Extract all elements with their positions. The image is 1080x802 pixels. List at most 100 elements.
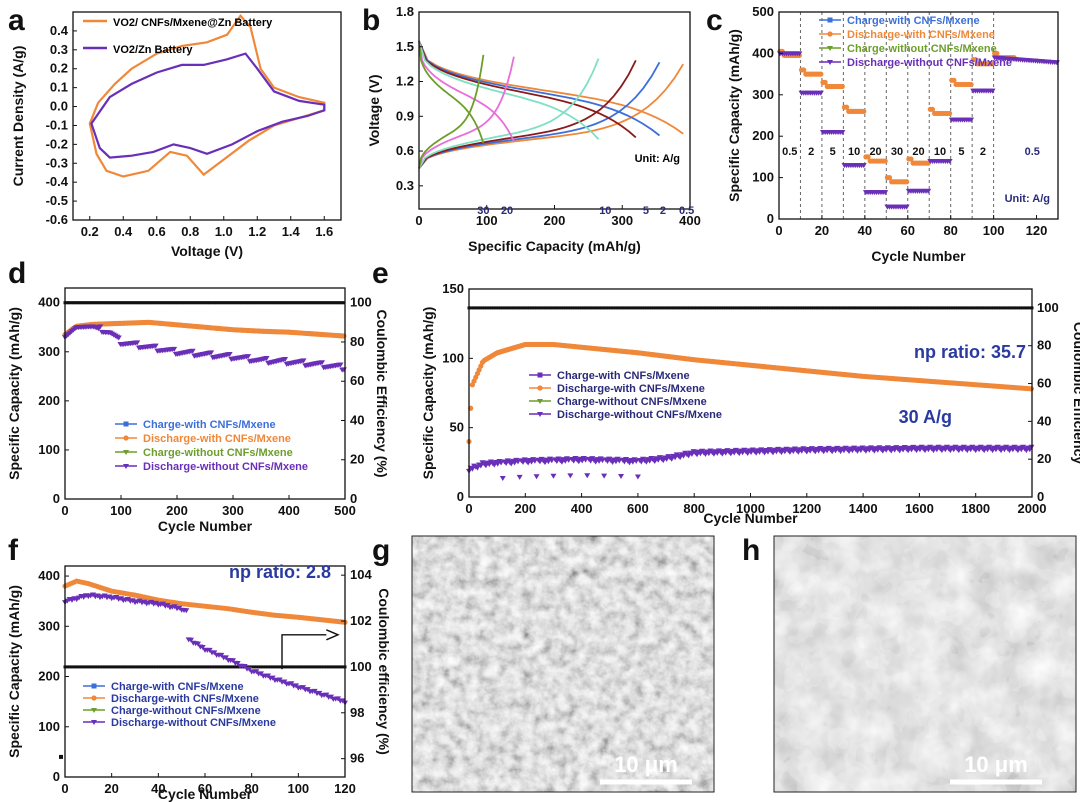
ce-point <box>584 306 588 310</box>
legend-marker <box>123 450 129 455</box>
x-axis-label: Cycle Number <box>158 786 253 802</box>
y-tick-label: 100 <box>752 170 774 185</box>
ce-point <box>832 306 836 310</box>
ce-point <box>879 306 883 310</box>
ce-point <box>609 306 613 310</box>
ce-point <box>238 301 242 305</box>
y-tick-label: -0.2 <box>46 136 68 151</box>
ce-point <box>850 306 854 310</box>
point-without <box>206 647 213 653</box>
charge-curve-10 <box>418 58 600 169</box>
y-axis-label: Voltage (V) <box>366 74 382 146</box>
ce-point <box>173 665 177 669</box>
ce-point <box>251 301 255 305</box>
point-without <box>263 355 270 361</box>
ce-point <box>154 665 158 669</box>
ce-point <box>209 301 213 305</box>
point-without <box>567 473 574 479</box>
ce-point <box>281 301 285 305</box>
ce-point <box>825 306 829 310</box>
ce-point <box>580 306 584 310</box>
discharge-curve-10 <box>418 40 600 140</box>
ce-point <box>474 306 478 310</box>
ce-point <box>248 301 252 305</box>
y-tick-label: 0 <box>457 489 464 504</box>
plot-frame-b <box>418 11 691 210</box>
ce-point <box>920 306 924 310</box>
ce-point <box>667 306 671 310</box>
ce-point <box>985 306 989 310</box>
ce-point <box>199 301 203 305</box>
legend-marker <box>91 695 97 701</box>
ce-point <box>339 301 343 305</box>
ce-point <box>980 306 984 310</box>
ce-point <box>334 665 338 669</box>
ce-point <box>517 306 521 310</box>
ce-point <box>764 306 768 310</box>
ce-point <box>994 306 998 310</box>
legend-marker <box>827 60 833 65</box>
y-tick-label: 0.3 <box>50 42 68 57</box>
x-tick-label: 1400 <box>849 501 878 516</box>
ce-point <box>142 665 146 669</box>
ce-point <box>485 306 489 310</box>
ce-point <box>327 301 331 305</box>
ce-point <box>1019 306 1023 310</box>
ce-point <box>282 665 286 669</box>
point-without <box>599 458 606 464</box>
ce-point <box>65 665 69 669</box>
ce-point <box>132 301 136 305</box>
y2-tick-label: 20 <box>1037 451 1051 466</box>
ce-point <box>297 301 301 305</box>
x-tick-label: 1.4 <box>282 224 301 239</box>
ce-point <box>769 306 773 310</box>
ce-point <box>149 665 153 669</box>
y-tick-label: 0 <box>53 769 60 784</box>
ce-point <box>196 665 200 669</box>
ce-point <box>897 306 901 310</box>
x-tick-label: 20 <box>815 223 829 238</box>
ce-point <box>197 301 201 305</box>
ce-point <box>234 301 238 305</box>
ce-point <box>83 301 87 305</box>
ce-point <box>613 306 617 310</box>
ce-point <box>145 665 149 669</box>
ce-point <box>328 301 332 305</box>
point-without <box>211 650 218 656</box>
ce-point <box>317 665 321 669</box>
ce-point <box>591 306 595 310</box>
x-tick-label: 100 <box>983 223 1005 238</box>
ce-point <box>481 306 485 310</box>
ce-point <box>568 306 572 310</box>
ce-point <box>557 306 561 310</box>
ce-point <box>187 301 191 305</box>
legend-label-a0: VO2/ CNFs/Mxene@Zn Battery <box>113 17 273 29</box>
ce-point <box>654 306 658 310</box>
ce-point <box>562 306 566 310</box>
y-tick-label: 200 <box>752 128 774 143</box>
ce-point <box>257 665 261 669</box>
ce-point <box>312 301 316 305</box>
ce-point <box>302 301 306 305</box>
ce-point <box>805 306 809 310</box>
legend-label: Discharge-without CNFs/Mxene <box>847 57 1012 69</box>
ce-point <box>91 665 95 669</box>
ce-point <box>97 301 101 305</box>
chart-b: 0 100 200 300 400 0.3 0.6 0.9 1.2 1.5 1.8 Specific … <box>366 4 701 254</box>
ce-point <box>198 665 202 669</box>
ce-point <box>809 306 813 310</box>
ce-point <box>77 665 81 669</box>
ce-point <box>863 306 867 310</box>
ce-point <box>134 301 138 305</box>
ce-point <box>564 306 568 310</box>
rate-step-label: 2 <box>980 146 986 158</box>
y-tick-label: 300 <box>38 344 60 359</box>
ce-point <box>697 306 701 310</box>
ce-point <box>841 306 845 310</box>
ce-point <box>287 665 291 669</box>
y-tick-label: -0.1 <box>46 117 68 132</box>
ce-point <box>634 306 638 310</box>
ce-point <box>223 301 227 305</box>
ce-point <box>922 306 926 310</box>
point-without <box>548 458 555 464</box>
